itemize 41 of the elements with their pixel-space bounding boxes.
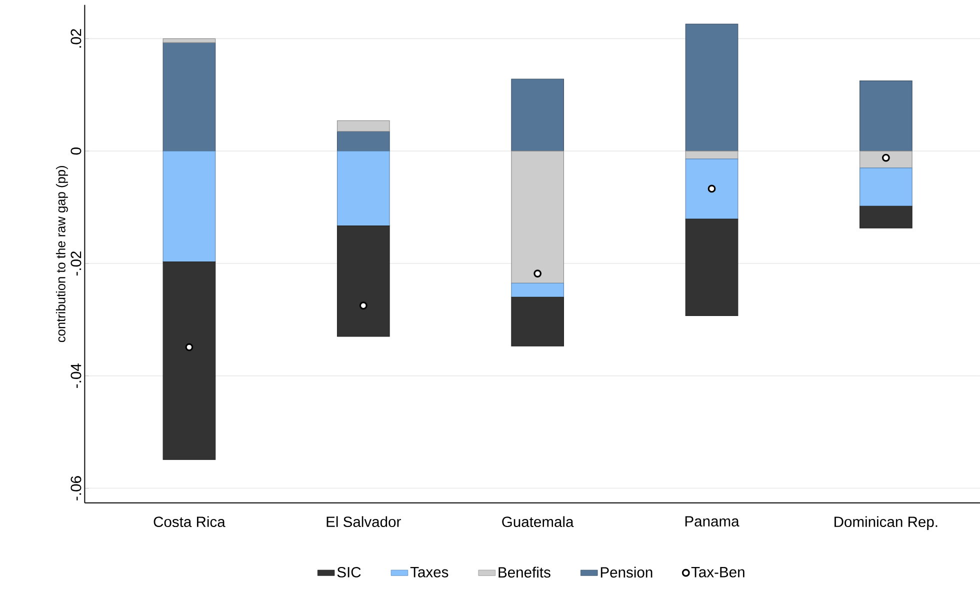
y-tick-label: 0: [70, 148, 82, 155]
bar: [511, 79, 564, 152]
bar: [162, 262, 216, 460]
bar: [336, 120, 390, 132]
point: [359, 302, 368, 310]
y-tick-label: -.04: [70, 364, 82, 388]
x-tick-label: Dominican Rep.: [834, 516, 938, 530]
bar: [162, 38, 216, 44]
bar: [685, 218, 738, 316]
bar: [336, 150, 390, 226]
y-tick-label: .02: [70, 29, 82, 48]
x-tick-label: El Salvador: [326, 516, 401, 528]
bar: [162, 42, 216, 152]
bar: [511, 297, 564, 347]
y-tick-label: -.06: [70, 476, 82, 501]
point: [708, 184, 716, 193]
bar: [511, 150, 564, 284]
bar: [685, 150, 738, 160]
x-tick-label: Guatemala: [502, 516, 574, 528]
legend-label: Benefits: [498, 566, 550, 578]
bar: [162, 150, 216, 262]
bar: [685, 24, 738, 152]
bar: [860, 206, 912, 229]
y-tick-label: -.02: [70, 252, 82, 276]
bar: [685, 158, 738, 220]
legend-label: Pension: [600, 566, 652, 578]
bar: [336, 131, 390, 152]
legend-label: SIC: [337, 567, 361, 578]
point: [882, 154, 890, 162]
point: [534, 270, 542, 278]
bar: [511, 283, 564, 298]
legend-label: Tax-Ben: [691, 567, 744, 578]
bar: [860, 168, 912, 207]
point: [185, 343, 194, 352]
legend-label: Taxes: [410, 567, 448, 578]
bar: [336, 226, 390, 337]
x-tick-label: Panama: [685, 516, 740, 527]
x-tick-label: Costa Rica: [154, 516, 226, 528]
bar: [860, 80, 912, 152]
y-axis-title: contribution to the raw gap (pp): [56, 166, 68, 342]
bar: [860, 150, 912, 168]
